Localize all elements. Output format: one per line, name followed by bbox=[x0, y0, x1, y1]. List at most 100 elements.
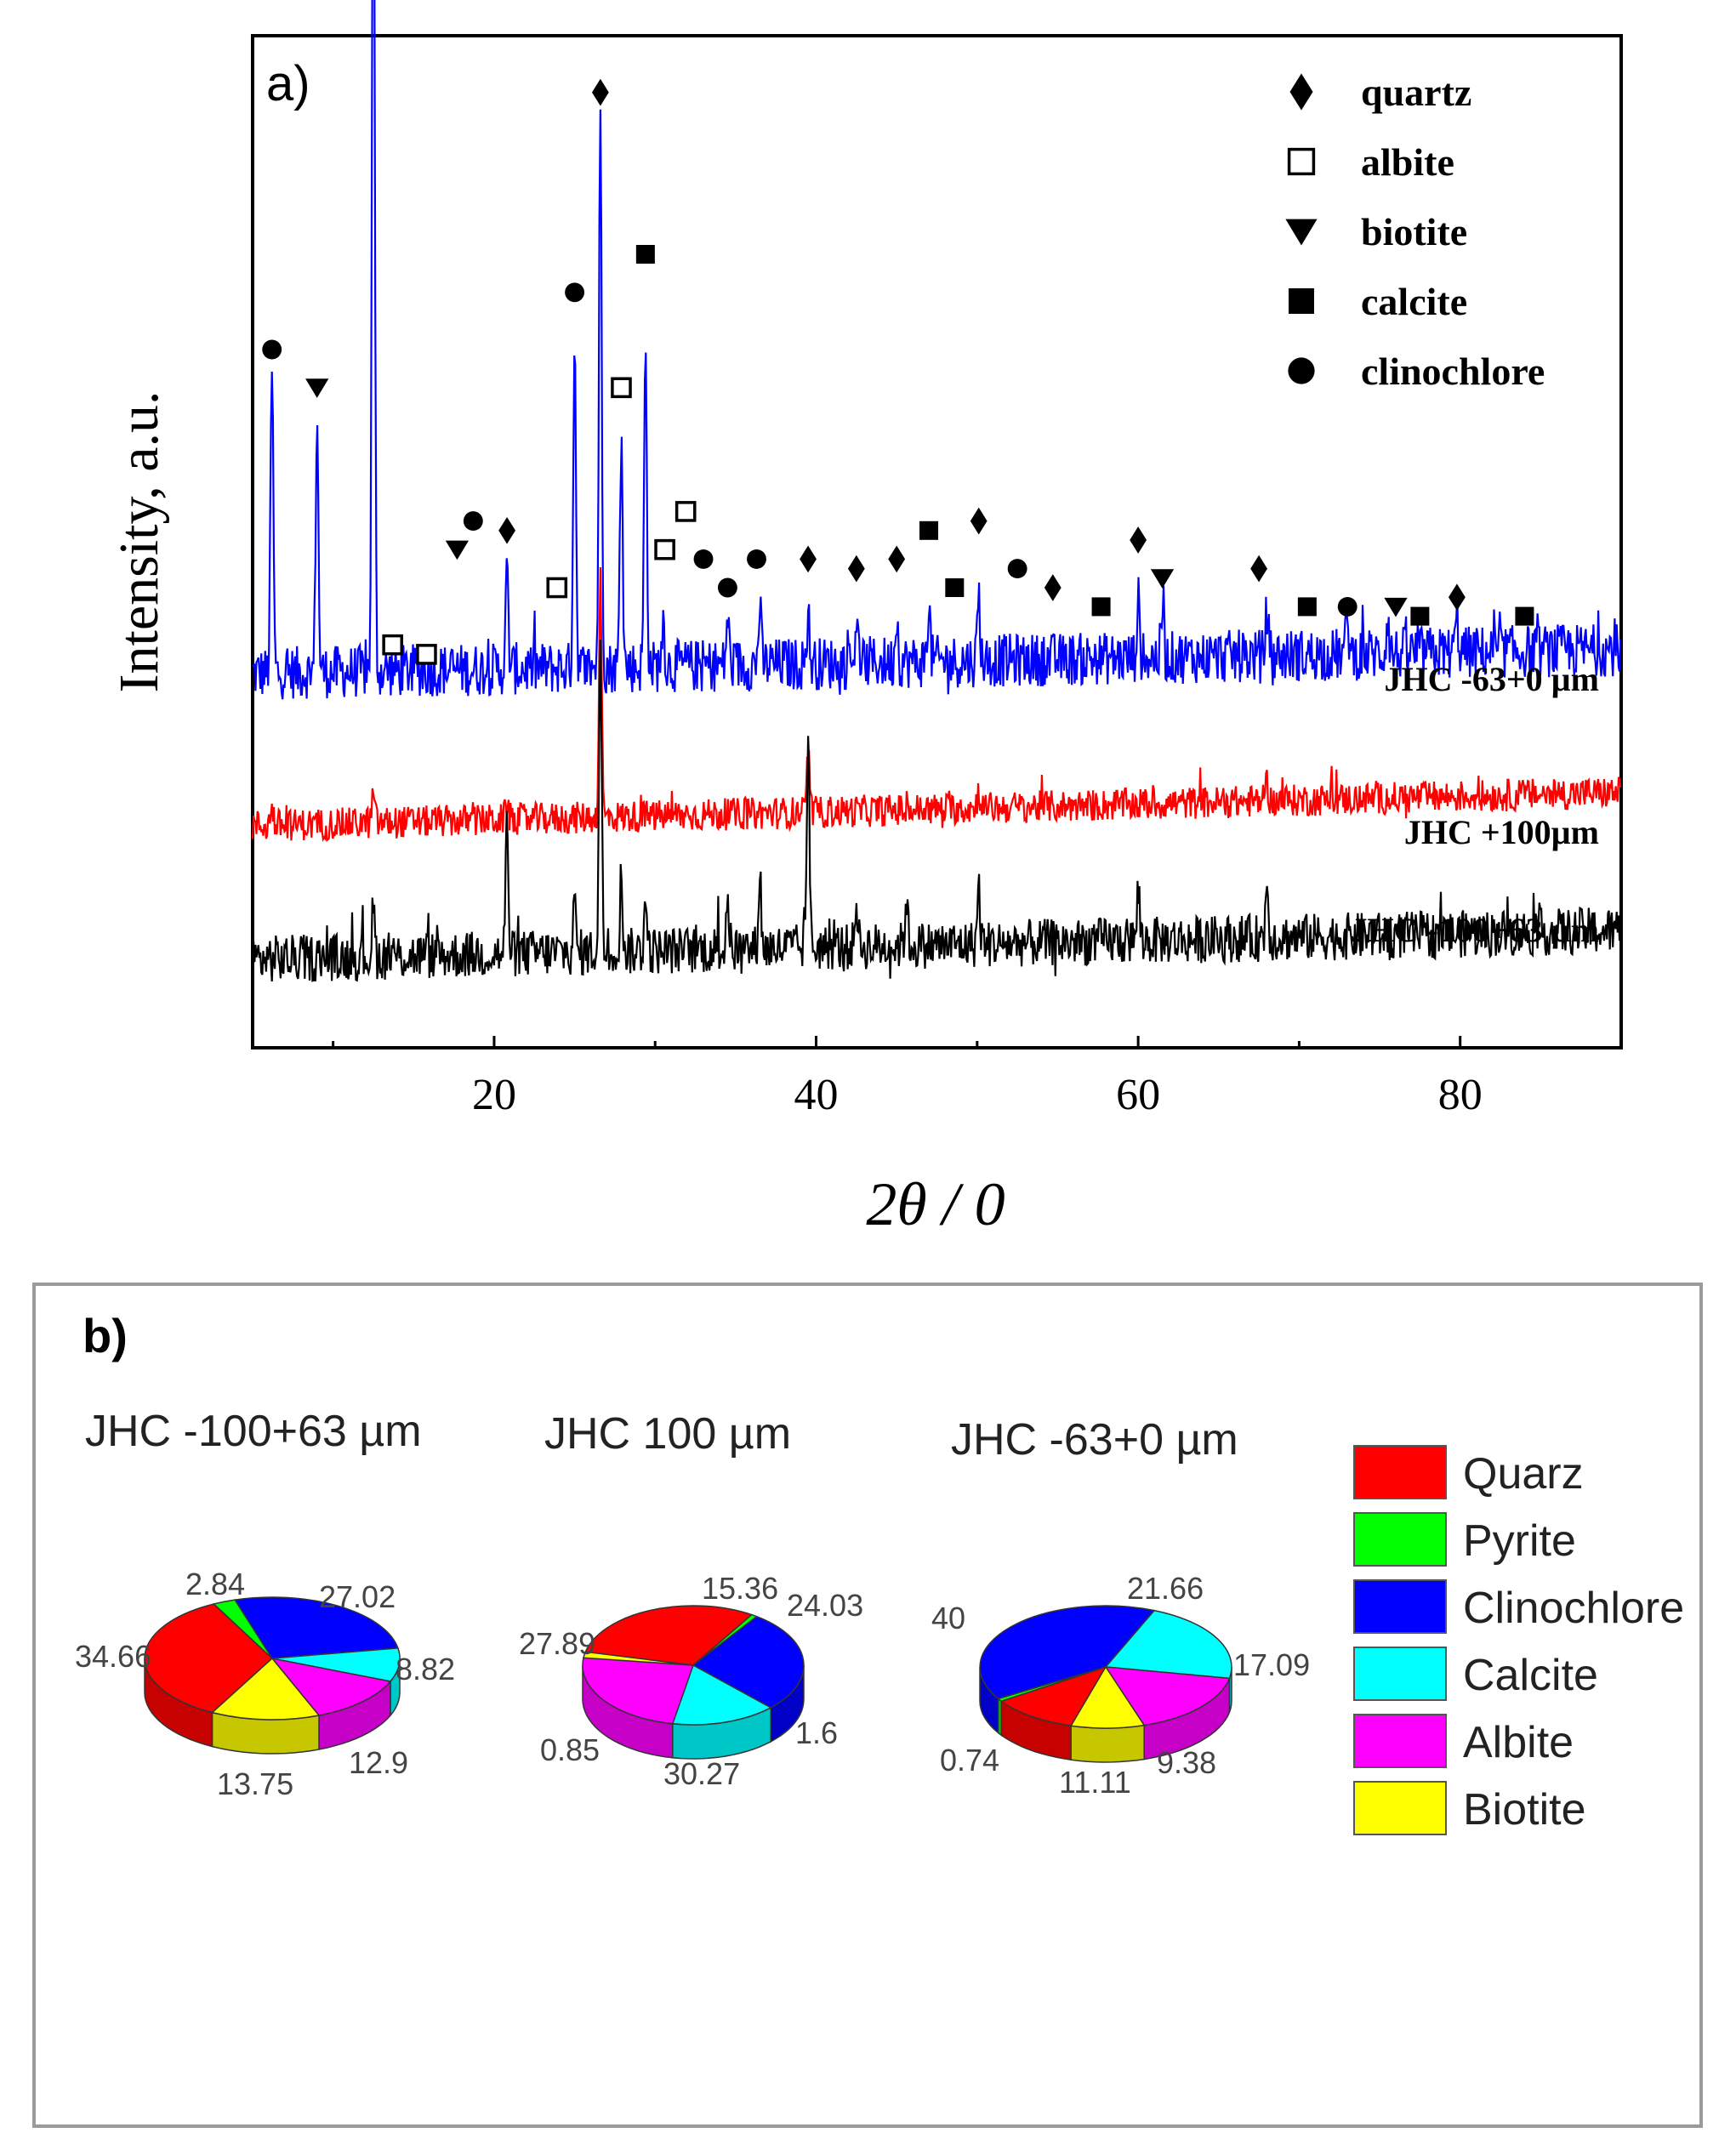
phase-marker-square bbox=[1091, 597, 1111, 617]
pie-slice-albite bbox=[582, 1657, 695, 1725]
pie-title: JHC 100 µm bbox=[544, 1409, 791, 1459]
phase-marker-square bbox=[635, 245, 655, 264]
pie-slice-biotite bbox=[1069, 1665, 1146, 1729]
legend-label-calcite: Calcite bbox=[1463, 1651, 1598, 1700]
phase-marker-circle bbox=[463, 511, 483, 532]
phase-marker-diamond bbox=[1289, 73, 1313, 111]
legend-label-biotite: Biotite bbox=[1463, 1785, 1586, 1834]
pie-slice-clinochlore bbox=[979, 1605, 1156, 1700]
phase-marker-circle bbox=[565, 282, 585, 303]
pie-charts: JHC -100+63 µm 34.66 2.84 27.02 8.82 12.9 13.7… bbox=[75, 1407, 1310, 1801]
phase-marker-open-square bbox=[546, 577, 568, 599]
legend-swatch-biotite bbox=[1353, 1781, 1447, 1835]
phase-marker-down-triangle bbox=[1285, 219, 1318, 246]
pie-value-label: 34.66 bbox=[75, 1639, 151, 1674]
pie-value-label: 24.03 bbox=[787, 1588, 863, 1623]
y-axis-label: Intensity, a.u. bbox=[108, 391, 170, 693]
legend-swatch-pyrite bbox=[1353, 1512, 1447, 1567]
legend-swatch-clinochlore bbox=[1353, 1579, 1447, 1634]
series-labels: JHC -63+0 µm JHC +100µm JHC -100+63 µm bbox=[1351, 660, 1599, 949]
legend-entry-clinochlore: clinochlore bbox=[1361, 350, 1545, 393]
x-tick-label: 60 bbox=[1116, 1071, 1160, 1119]
pie-value-label: 0.85 bbox=[540, 1732, 600, 1767]
xrd-plot-frame bbox=[251, 34, 1623, 1049]
series-label: JHC -63+0 µm bbox=[1385, 660, 1599, 698]
panel-b-label: b) bbox=[83, 1309, 128, 1362]
pie-value-label: 9.38 bbox=[1157, 1745, 1216, 1780]
phase-marker-diamond bbox=[800, 545, 817, 573]
phase-marker-square bbox=[945, 578, 965, 597]
pie-top bbox=[144, 1596, 401, 1721]
pie-top bbox=[979, 1605, 1232, 1729]
phase-marker-circle bbox=[1337, 596, 1357, 617]
pie-slice-biotite bbox=[583, 1651, 694, 1666]
pie-slice-calcite bbox=[671, 1664, 772, 1726]
pie-value-label: 21.66 bbox=[1127, 1571, 1204, 1606]
legend-swatch-quarz bbox=[1353, 1445, 1447, 1499]
legend-swatch-albite bbox=[1353, 1714, 1447, 1768]
pie-value-label: 15.36 bbox=[702, 1571, 778, 1606]
phase-marker-circle bbox=[262, 339, 282, 360]
pie-value-label: 27.89 bbox=[519, 1626, 595, 1661]
panel-a-label: a) bbox=[266, 56, 310, 111]
legend-label-pyrite: Pyrite bbox=[1463, 1516, 1576, 1566]
legend-entry-albite: albite bbox=[1361, 140, 1454, 184]
x-tick-label: 20 bbox=[472, 1071, 516, 1119]
legend-label-albite: Albite bbox=[1463, 1718, 1574, 1767]
legend-entry-quartz: quartz bbox=[1361, 71, 1471, 114]
phase-marker-square bbox=[1289, 288, 1314, 314]
phase-marker-diamond bbox=[970, 507, 988, 535]
series-label: JHC -100+63 µm bbox=[1351, 911, 1599, 949]
phase-marker-diamond bbox=[888, 545, 906, 573]
x-tick-label: 80 bbox=[1438, 1071, 1483, 1119]
phase-marker-open-square bbox=[416, 644, 437, 665]
legend-label-clinochlore: Clinochlore bbox=[1463, 1584, 1684, 1633]
pie-slice-albite bbox=[270, 1657, 392, 1716]
phase-marker-square bbox=[1410, 606, 1430, 626]
composition-panel: b) JHC -100+63 µm 34.66 2.84 27.02 8.82 12.9 1… bbox=[32, 1283, 1703, 2128]
pie-value-label: 0.74 bbox=[940, 1743, 999, 1777]
phase-marker-square bbox=[1515, 606, 1534, 626]
pie-value-label: 17.09 bbox=[1233, 1647, 1310, 1682]
phase-marker-open-square bbox=[382, 634, 403, 656]
pie-value-label: 2.84 bbox=[185, 1567, 245, 1601]
pie-slice-calcite bbox=[271, 1647, 401, 1682]
pie-chart: JHC 100 µm 27.89 0.85 30.27 15.36 24.03 1.6 bbox=[519, 1409, 863, 1791]
pie-side-biotite bbox=[1070, 1724, 1145, 1763]
pie-slice-clinochlore bbox=[233, 1596, 399, 1659]
pie-value-label: 40 bbox=[931, 1601, 965, 1635]
phase-marker-square bbox=[919, 520, 939, 540]
pie-title: JHC -63+0 µm bbox=[951, 1415, 1238, 1465]
phase-marker-diamond bbox=[591, 78, 609, 106]
phase-marker-down-triangle bbox=[445, 540, 470, 560]
phase-marker-diamond bbox=[1044, 574, 1062, 601]
phase-marker-circle bbox=[1007, 559, 1027, 579]
pie-slice-albite bbox=[1104, 1666, 1231, 1726]
mineral-legend: Quarz Pyrite Clinochlore Calcite Albite Bioti… bbox=[1353, 1445, 1684, 1835]
phase-marker-down-triangle bbox=[1150, 569, 1175, 589]
pie-slice-calcite bbox=[1104, 1609, 1232, 1680]
phase-marker-open-square bbox=[654, 538, 675, 560]
pie-value-label: 27.02 bbox=[319, 1579, 396, 1614]
legend-swatch-calcite bbox=[1353, 1647, 1447, 1701]
pie-slice-quarz bbox=[144, 1603, 274, 1714]
pie-value-label: 12.9 bbox=[349, 1745, 408, 1780]
pie-title: JHC -100+63 µm bbox=[85, 1407, 422, 1456]
xrd-series-line bbox=[251, 566, 1622, 843]
pie-value-label: 1.6 bbox=[795, 1715, 838, 1750]
legend-entry-calcite: calcite bbox=[1361, 280, 1467, 323]
phase-marker-square bbox=[1297, 597, 1317, 617]
phase-marker-diamond bbox=[1449, 583, 1466, 611]
x-axis-ticks: 20 40 60 80 bbox=[332, 1036, 1623, 1119]
phase-markers bbox=[262, 78, 1534, 665]
phase-legend: quartz albite biotite calcite clinochlore bbox=[1285, 71, 1545, 393]
phase-marker-diamond bbox=[1130, 526, 1147, 554]
phase-marker-circle bbox=[693, 549, 714, 569]
phase-marker-open-square bbox=[674, 501, 697, 522]
phase-marker-down-triangle bbox=[305, 378, 329, 398]
pie-value-label: 30.27 bbox=[663, 1756, 740, 1791]
phase-marker-diamond bbox=[498, 516, 515, 544]
xrd-series-group bbox=[251, 0, 1622, 982]
legend-label-quarz: Quarz bbox=[1463, 1449, 1584, 1499]
phase-marker-open-square bbox=[611, 377, 632, 399]
